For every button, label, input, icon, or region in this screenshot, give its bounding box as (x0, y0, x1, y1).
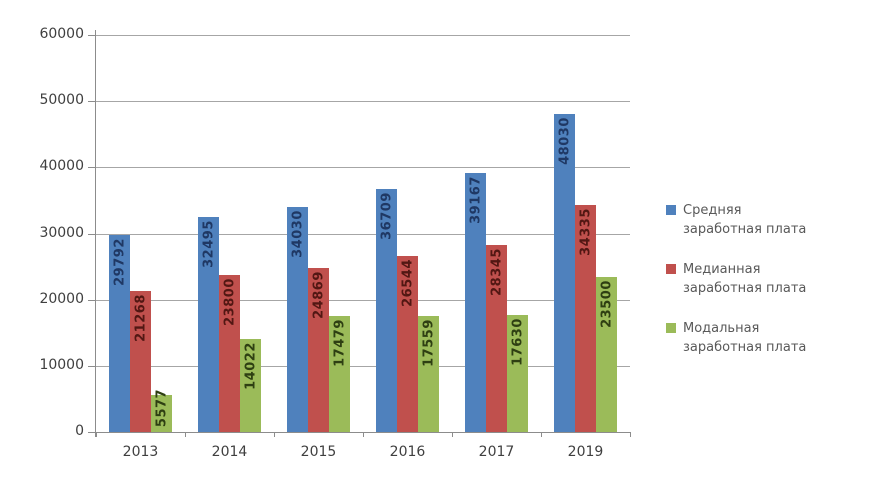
bar-value-label: 32495 (201, 220, 216, 268)
legend-label-modal-salary: Модальная заработная плата (683, 321, 807, 355)
x-axis-tick-label: 2017 (478, 444, 515, 460)
bar-value-label: 23800 (222, 277, 237, 326)
legend-label-median-salary: Медианная заработная плата (683, 262, 807, 296)
gridline (96, 167, 630, 168)
y-axis-tick (88, 167, 96, 168)
bar-value-label: 5577 (154, 389, 169, 428)
bar-2016-series1 (376, 189, 397, 432)
x-axis-tick (96, 432, 97, 437)
bar-2016-series2 (397, 256, 418, 432)
y-axis-line (95, 30, 96, 437)
bar-2014-series2 (219, 274, 240, 432)
bar-value-label: 29792 (112, 238, 127, 286)
y-axis-tick-label: 20000 (39, 291, 84, 307)
bar-value-label: 14022 (243, 342, 258, 391)
bar-2019-series1 (554, 114, 575, 432)
y-axis-tick-label: 50000 (39, 92, 84, 108)
legend-label-average-salary: Средняя заработная плата (683, 203, 807, 237)
bar-2017-series1 (465, 172, 486, 432)
x-axis-tick (541, 432, 542, 437)
legend-swatch-median-salary-icon (666, 264, 676, 274)
y-axis-tick-label: 0 (75, 423, 84, 439)
bar-value-label: 17559 (421, 318, 436, 367)
x-axis-tick (452, 432, 453, 437)
bar-value-label: 23500 (599, 279, 614, 328)
x-axis-tick-label: 2013 (122, 444, 159, 460)
x-axis-tick-label: 2016 (389, 444, 426, 460)
y-axis-tick-label: 40000 (39, 158, 84, 174)
x-axis-tick (630, 432, 631, 437)
legend-item-median-salary: Медианная заработная плата (666, 260, 876, 298)
y-axis-tick-label: 60000 (39, 26, 84, 42)
gridline (96, 101, 630, 102)
gridline (96, 35, 630, 36)
bar-value-label: 34335 (578, 207, 593, 256)
bar-value-label: 17479 (332, 319, 347, 368)
y-axis-tick (88, 234, 96, 235)
bar-value-label: 21268 (133, 294, 148, 343)
x-axis-tick-label: 2014 (211, 444, 248, 460)
legend: Средняя заработная плата Медианная зараб… (666, 201, 876, 378)
bar-2013-series2 (130, 291, 151, 432)
y-axis-tick (88, 432, 96, 433)
bar-2015-series3 (329, 316, 350, 432)
bar-2015-series1 (287, 206, 308, 432)
legend-swatch-modal-salary-icon (666, 323, 676, 333)
bar-value-label: 34030 (290, 209, 305, 258)
gridline (96, 300, 630, 301)
bar-2013-series1 (109, 234, 130, 432)
bar-2019-series3 (596, 276, 617, 432)
x-axis-tick (185, 432, 186, 437)
legend-item-average-salary: Средняя заработная плата (666, 201, 876, 239)
gridline (96, 366, 630, 367)
bar-value-label: 28345 (489, 247, 504, 296)
bar-2014-series3 (240, 339, 261, 432)
bar-value-label: 24869 (311, 270, 326, 319)
x-axis-tick-label: 2019 (567, 444, 604, 460)
bar-2013-series3 (151, 395, 172, 432)
y-axis-tick (88, 101, 96, 102)
bar-2017-series3 (507, 315, 528, 432)
bar-value-label: 26544 (400, 259, 415, 308)
x-axis-tick (363, 432, 364, 437)
bar-value-label: 39167 (468, 175, 483, 224)
y-axis-tick-label: 30000 (39, 225, 84, 241)
bar-2015-series2 (308, 267, 329, 432)
y-axis-tick (88, 35, 96, 36)
x-axis-tick-label: 2015 (300, 444, 337, 460)
bar-2017-series2 (486, 244, 507, 432)
bar-value-label: 36709 (379, 192, 394, 240)
y-axis-tick (88, 366, 96, 367)
y-axis-tick-label: 10000 (39, 357, 84, 373)
bar-value-label: 48030 (557, 117, 572, 166)
legend-swatch-average-salary-icon (666, 205, 676, 215)
bar-value-label: 17630 (510, 318, 525, 367)
y-axis-tick (88, 300, 96, 301)
legend-item-modal-salary: Модальная заработная плата (666, 319, 876, 357)
bar-2016-series3 (418, 315, 439, 432)
bar-2019-series2 (575, 204, 596, 432)
x-axis-tick (274, 432, 275, 437)
bar-2014-series1 (198, 217, 219, 432)
gridline (96, 234, 630, 235)
